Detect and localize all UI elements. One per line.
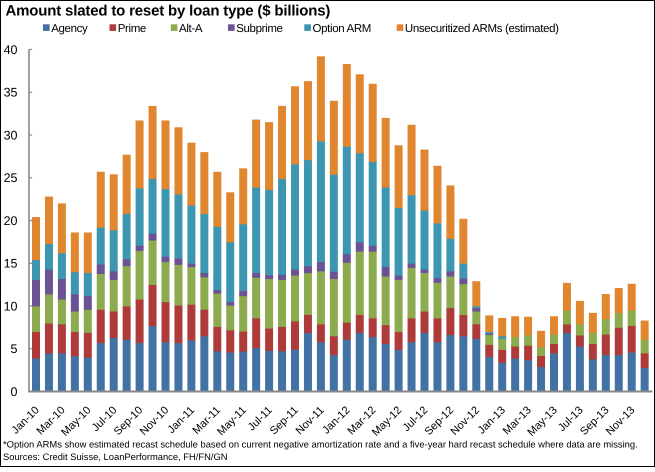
svg-text:Option ARM: Option ARM xyxy=(313,23,372,35)
svg-text:Unsecuritized ARMs (estimated): Unsecuritized ARMs (estimated) xyxy=(405,23,559,35)
svg-text:30: 30 xyxy=(4,128,18,142)
svg-text:Subprime: Subprime xyxy=(236,23,282,35)
svg-text:Alt-A: Alt-A xyxy=(179,23,203,35)
svg-text:*Option ARMs show estimated re: *Option ARMs show estimated recast sched… xyxy=(3,439,638,450)
svg-text:0: 0 xyxy=(11,385,18,399)
svg-text:20: 20 xyxy=(4,214,18,228)
svg-text:35: 35 xyxy=(4,86,18,100)
svg-text:15: 15 xyxy=(4,257,18,271)
svg-text:Sources: Credit Suisse, LoanPe: Sources: Credit Suisse, LoanPerformance,… xyxy=(3,451,228,462)
svg-text:5: 5 xyxy=(11,342,18,356)
svg-text:Agency: Agency xyxy=(51,23,88,35)
svg-text:Prime: Prime xyxy=(118,23,146,35)
svg-text:40: 40 xyxy=(4,43,18,57)
svg-text:Amount slated to reset by loan: Amount slated to reset by loan type ($ b… xyxy=(6,3,331,20)
svg-text:25: 25 xyxy=(4,171,18,185)
svg-text:10: 10 xyxy=(4,299,18,313)
